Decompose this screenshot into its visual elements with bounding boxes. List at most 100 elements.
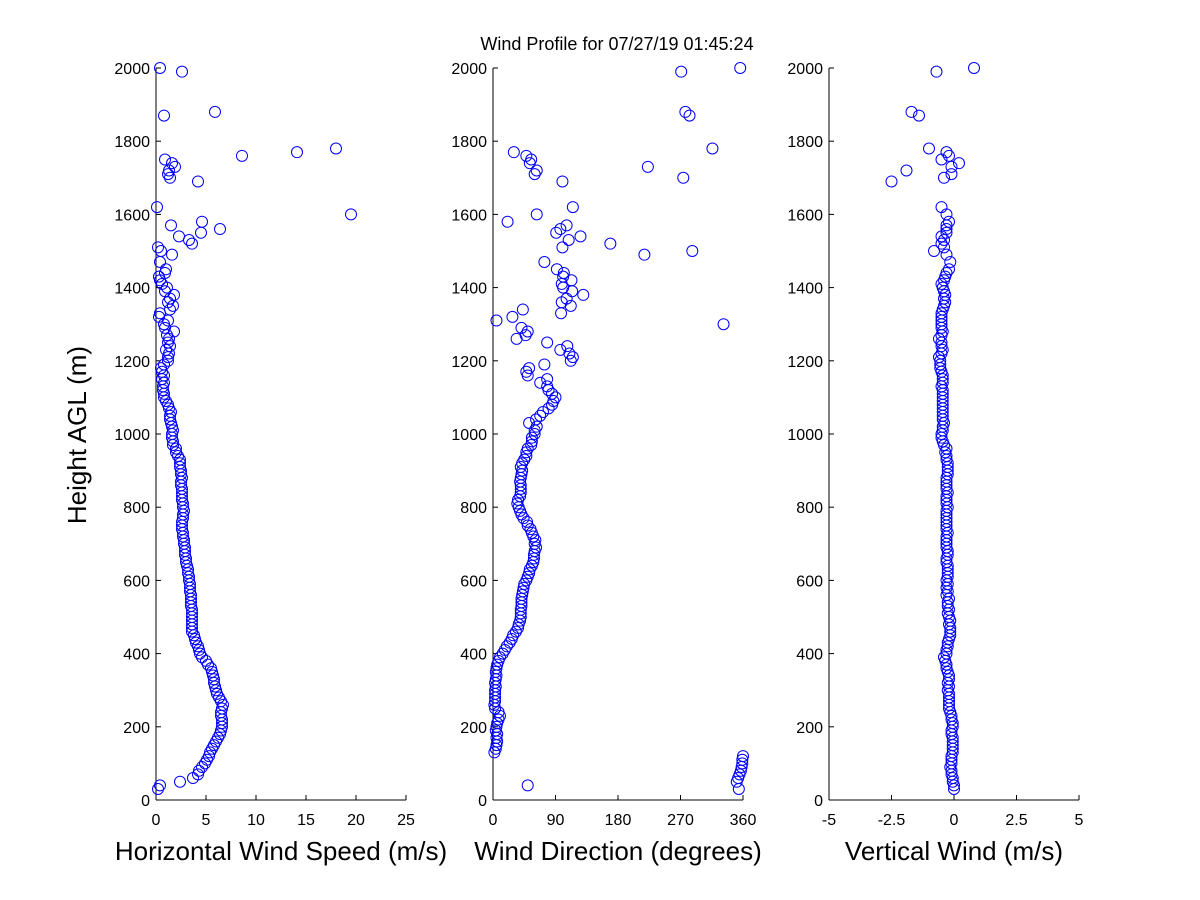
data-point bbox=[520, 365, 533, 378]
data-point bbox=[938, 171, 950, 184]
data-point bbox=[943, 263, 955, 276]
data-point bbox=[736, 757, 749, 770]
y-tick-label: 1200 bbox=[787, 354, 823, 371]
y-tick-label: 800 bbox=[123, 500, 150, 517]
data-point bbox=[736, 753, 749, 766]
data-point bbox=[162, 168, 174, 181]
data-point bbox=[214, 223, 226, 236]
x-axis-label-vertical: Vertical Wind (m/s) bbox=[845, 836, 1063, 866]
data-point bbox=[885, 175, 898, 188]
data-point bbox=[534, 376, 547, 389]
series-direction bbox=[488, 62, 749, 796]
x-tick-label: 2.5 bbox=[1005, 812, 1027, 829]
data-point bbox=[155, 245, 167, 257]
x-tick-label: 180 bbox=[605, 812, 632, 829]
y-tick-label: 800 bbox=[796, 500, 823, 517]
y-tick-label: 1800 bbox=[451, 134, 487, 151]
data-point bbox=[490, 314, 503, 327]
data-point bbox=[935, 237, 948, 250]
data-point bbox=[489, 665, 502, 678]
y-tick-label: 0 bbox=[814, 793, 823, 810]
data-point bbox=[938, 651, 950, 664]
series-vertical bbox=[885, 62, 980, 796]
data-point bbox=[169, 160, 181, 173]
data-point bbox=[151, 201, 163, 214]
data-point bbox=[679, 105, 692, 118]
data-point bbox=[167, 424, 179, 437]
y-tick-label: 1800 bbox=[114, 134, 150, 151]
data-point bbox=[561, 340, 574, 353]
data-point bbox=[194, 647, 206, 660]
data-point bbox=[195, 226, 207, 239]
data-point bbox=[940, 223, 953, 236]
data-point bbox=[193, 764, 205, 777]
data-point bbox=[677, 171, 690, 184]
data-point bbox=[530, 420, 543, 433]
data-point bbox=[557, 270, 570, 283]
data-point bbox=[489, 724, 502, 737]
data-point bbox=[940, 208, 953, 221]
data-point bbox=[945, 168, 958, 181]
data-point bbox=[556, 241, 569, 254]
data-point bbox=[166, 157, 178, 170]
data-point bbox=[933, 351, 945, 364]
x-tick-label: 25 bbox=[397, 812, 415, 829]
data-point bbox=[566, 351, 579, 364]
data-point bbox=[555, 296, 568, 309]
data-point bbox=[511, 497, 524, 510]
data-point bbox=[945, 713, 958, 726]
data-point bbox=[534, 409, 547, 422]
x-tick-label: 20 bbox=[347, 812, 365, 829]
y-tick-label: 1200 bbox=[114, 354, 150, 371]
data-point bbox=[604, 237, 617, 250]
data-point bbox=[291, 146, 303, 159]
data-point bbox=[900, 164, 913, 177]
y-tick-label: 600 bbox=[123, 573, 150, 590]
x-tick-label: 0 bbox=[152, 812, 161, 829]
y-tick-label: 2000 bbox=[114, 61, 150, 78]
data-point bbox=[554, 343, 567, 356]
data-point bbox=[566, 201, 579, 214]
panel-speed: 0 200 400 600 800 1000 1200 1400 1600 1800 2000 0 5 1… bbox=[114, 61, 447, 866]
data-point bbox=[944, 255, 957, 268]
data-point bbox=[525, 431, 538, 444]
data-point bbox=[541, 373, 554, 386]
x-tick-label: 10 bbox=[247, 812, 265, 829]
data-point bbox=[154, 62, 166, 74]
data-point bbox=[941, 640, 954, 653]
y-tick-label: 400 bbox=[460, 647, 487, 664]
data-point bbox=[541, 336, 554, 349]
data-point bbox=[521, 442, 534, 455]
data-point bbox=[528, 428, 541, 440]
data-point bbox=[161, 329, 173, 342]
data-point bbox=[207, 669, 219, 682]
y-tick-label: 1600 bbox=[451, 207, 487, 224]
data-point bbox=[170, 442, 182, 455]
data-point bbox=[734, 62, 747, 74]
data-point bbox=[159, 266, 171, 279]
data-point bbox=[562, 234, 575, 247]
data-point bbox=[523, 567, 536, 580]
y-tick-label: 200 bbox=[123, 720, 150, 737]
y-tick-label: 400 bbox=[796, 647, 823, 664]
y-tick-label: 1000 bbox=[114, 427, 150, 444]
data-point bbox=[196, 215, 208, 228]
data-point bbox=[515, 321, 528, 334]
data-point bbox=[686, 245, 699, 257]
data-point bbox=[525, 438, 538, 451]
data-point bbox=[675, 65, 688, 78]
y-tick-label: 0 bbox=[141, 793, 150, 810]
data-point bbox=[557, 266, 570, 279]
data-point bbox=[938, 241, 950, 254]
data-point bbox=[935, 277, 948, 290]
data-point bbox=[940, 146, 953, 159]
data-point bbox=[193, 643, 205, 656]
y-tick-label: 1400 bbox=[787, 281, 823, 298]
y-tick-label: 1600 bbox=[787, 207, 823, 224]
data-point bbox=[943, 592, 955, 605]
data-point bbox=[520, 449, 533, 462]
data-point bbox=[159, 153, 171, 166]
data-point bbox=[938, 234, 950, 247]
data-point bbox=[153, 310, 165, 323]
